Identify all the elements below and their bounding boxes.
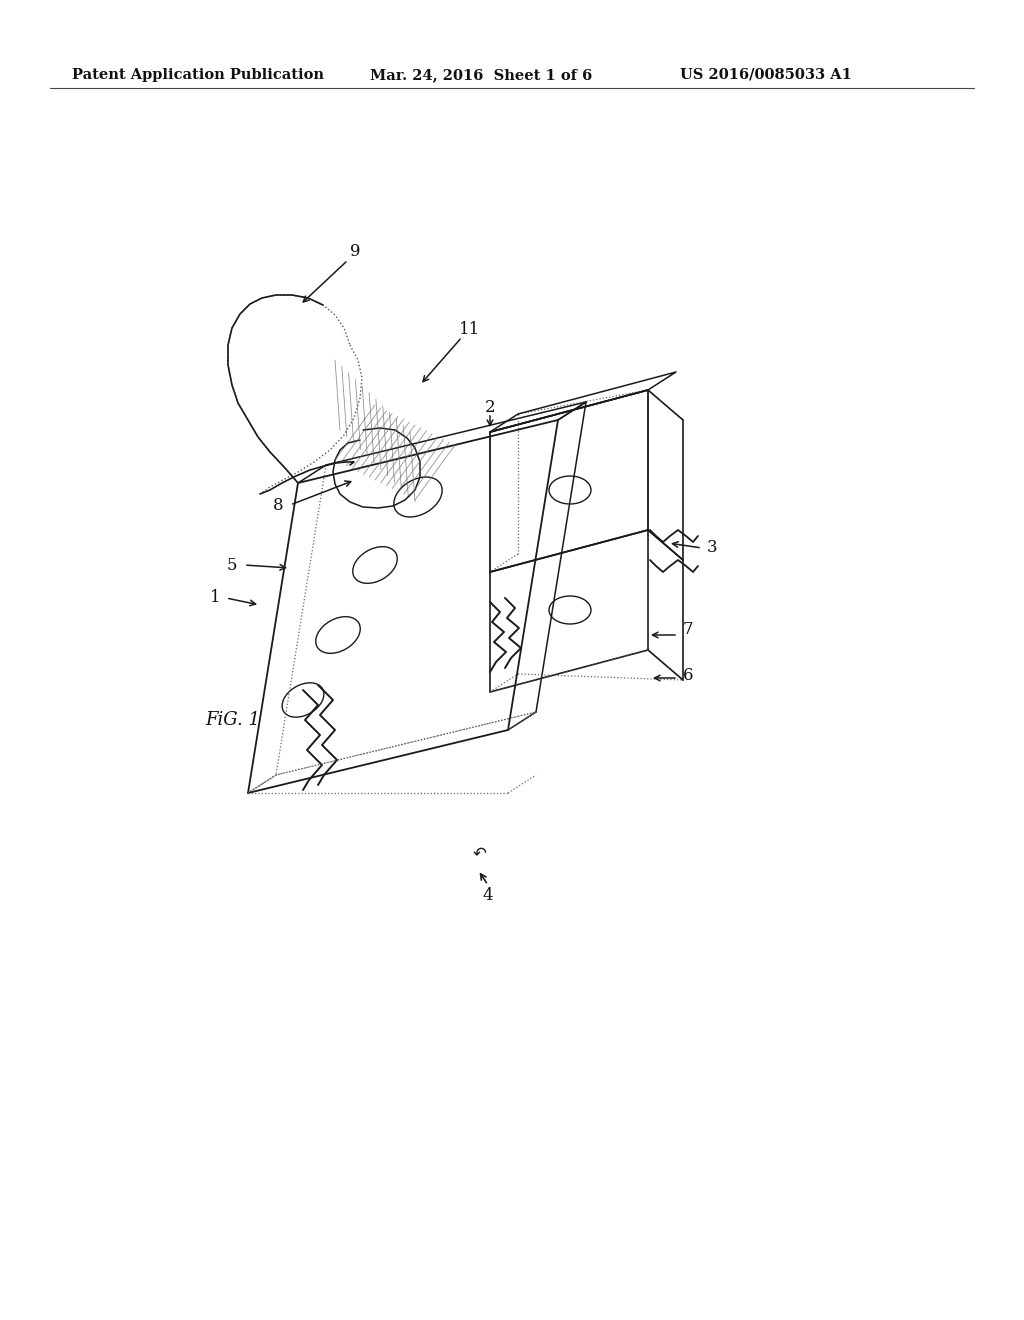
Text: 1: 1 (210, 590, 220, 606)
Text: FiG. 1: FiG. 1 (205, 711, 260, 729)
Text: 4: 4 (482, 887, 494, 903)
Text: 8: 8 (272, 496, 284, 513)
Text: Patent Application Publication: Patent Application Publication (72, 69, 324, 82)
Text: 2: 2 (484, 400, 496, 417)
Text: 11: 11 (460, 322, 480, 338)
Text: 3: 3 (707, 540, 718, 557)
Text: US 2016/0085033 A1: US 2016/0085033 A1 (680, 69, 852, 82)
Text: 6: 6 (683, 667, 693, 684)
Text: 9: 9 (350, 243, 360, 260)
Text: Mar. 24, 2016  Sheet 1 of 6: Mar. 24, 2016 Sheet 1 of 6 (370, 69, 592, 82)
Text: $\curvearrowleft$: $\curvearrowleft$ (469, 843, 487, 861)
Text: 5: 5 (226, 557, 238, 573)
Text: 7: 7 (683, 622, 693, 639)
